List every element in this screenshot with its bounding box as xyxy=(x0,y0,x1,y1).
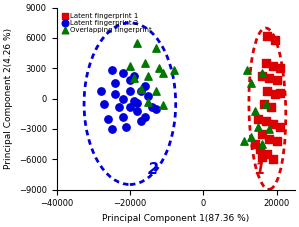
Latent fingerprint 1 xyxy=(274,139,279,143)
Latent fingerprint 1 xyxy=(265,152,270,156)
Overlapping fingerprint xyxy=(241,139,246,143)
Latent fingerprint 2 xyxy=(138,89,143,92)
Legend: Latent fingerprint 1, Latent fingerprint 2, Overlapping fingerprint: Latent fingerprint 1, Latent fingerprint… xyxy=(60,11,154,35)
Latent fingerprint 2 xyxy=(142,115,147,119)
Latent fingerprint 1 xyxy=(256,117,260,121)
Latent fingerprint 1 xyxy=(267,137,271,141)
Overlapping fingerprint xyxy=(260,142,264,146)
Latent fingerprint 1 xyxy=(263,119,268,123)
Latent fingerprint 1 xyxy=(271,122,275,126)
Latent fingerprint 1 xyxy=(269,105,273,109)
Text: 2: 2 xyxy=(148,162,159,177)
Overlapping fingerprint xyxy=(267,127,271,131)
Latent fingerprint 2 xyxy=(138,119,143,123)
Latent fingerprint 2 xyxy=(131,74,136,78)
Latent fingerprint 1 xyxy=(265,89,270,92)
X-axis label: Principal Component 1(87.36 %): Principal Component 1(87.36 %) xyxy=(102,214,249,223)
Latent fingerprint 2 xyxy=(150,105,154,109)
Latent fingerprint 1 xyxy=(278,67,283,70)
Overlapping fingerprint xyxy=(161,103,165,106)
Latent fingerprint 1 xyxy=(271,158,275,161)
Overlapping fingerprint xyxy=(153,46,158,50)
Latent fingerprint 1 xyxy=(272,92,277,95)
Latent fingerprint 2 xyxy=(109,127,114,131)
Overlapping fingerprint xyxy=(146,74,151,78)
Latent fingerprint 2 xyxy=(120,72,125,75)
Latent fingerprint 1 xyxy=(260,132,264,136)
Latent fingerprint 1 xyxy=(267,76,271,80)
Latent fingerprint 2 xyxy=(120,97,125,100)
Latent fingerprint 2 xyxy=(135,101,140,104)
Latent fingerprint 1 xyxy=(278,125,283,129)
Latent fingerprint 2 xyxy=(117,105,121,109)
Latent fingerprint 1 xyxy=(271,64,275,68)
Latent fingerprint 2 xyxy=(113,92,118,95)
Latent fingerprint 1 xyxy=(261,102,266,106)
Latent fingerprint 2 xyxy=(120,115,125,119)
Latent fingerprint 2 xyxy=(131,99,136,102)
Latent fingerprint 2 xyxy=(113,82,118,85)
Latent fingerprint 2 xyxy=(146,94,151,97)
Latent fingerprint 1 xyxy=(252,142,257,146)
Latent fingerprint 2 xyxy=(109,69,114,72)
Overlapping fingerprint xyxy=(172,69,176,72)
Overlapping fingerprint xyxy=(146,100,151,104)
Latent fingerprint 1 xyxy=(272,38,277,42)
Latent fingerprint 2 xyxy=(124,125,129,129)
Latent fingerprint 1 xyxy=(265,34,270,38)
Overlapping fingerprint xyxy=(248,82,253,85)
Y-axis label: Principal Component 2(4.26 %): Principal Component 2(4.26 %) xyxy=(4,28,13,169)
Overlapping fingerprint xyxy=(248,135,253,139)
Latent fingerprint 1 xyxy=(260,155,264,159)
Overlapping fingerprint xyxy=(256,125,260,129)
Latent fingerprint 1 xyxy=(278,91,283,94)
Overlapping fingerprint xyxy=(131,76,136,80)
Overlapping fingerprint xyxy=(161,72,165,75)
Latent fingerprint 2 xyxy=(135,109,140,113)
Text: 1: 1 xyxy=(254,162,265,177)
Latent fingerprint 1 xyxy=(258,147,263,151)
Latent fingerprint 2 xyxy=(127,105,132,109)
Latent fingerprint 1 xyxy=(260,74,264,78)
Latent fingerprint 2 xyxy=(127,79,132,82)
Latent fingerprint 2 xyxy=(106,117,110,121)
Latent fingerprint 2 xyxy=(127,89,132,92)
Overlapping fingerprint xyxy=(245,69,250,72)
Overlapping fingerprint xyxy=(157,67,161,70)
Overlapping fingerprint xyxy=(263,102,268,106)
Latent fingerprint 2 xyxy=(153,107,158,111)
Overlapping fingerprint xyxy=(127,64,132,68)
Latent fingerprint 1 xyxy=(274,79,279,82)
Overlapping fingerprint xyxy=(153,89,158,92)
Latent fingerprint 1 xyxy=(263,62,268,65)
Overlapping fingerprint xyxy=(138,87,143,90)
Overlapping fingerprint xyxy=(260,72,264,75)
Overlapping fingerprint xyxy=(252,109,257,113)
Overlapping fingerprint xyxy=(142,62,147,65)
Latent fingerprint 2 xyxy=(142,85,147,88)
Latent fingerprint 2 xyxy=(98,89,103,92)
Latent fingerprint 2 xyxy=(102,102,107,106)
Overlapping fingerprint xyxy=(135,41,140,45)
